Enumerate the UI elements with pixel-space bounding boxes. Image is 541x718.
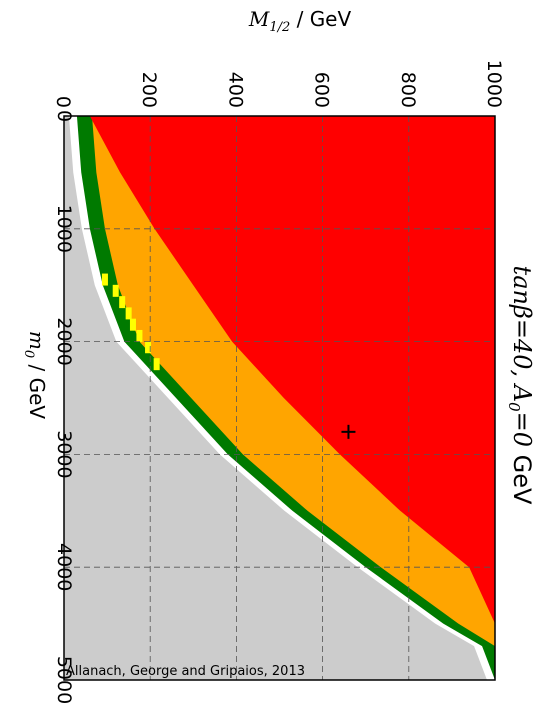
- y-axis-title: m0 / GeV: [21, 331, 49, 420]
- x-axis-unit: / GeV: [290, 7, 351, 31]
- x-axis-symbol: M: [248, 7, 270, 31]
- plot-frame: [63, 115, 496, 681]
- x-tick-label: 400: [224, 72, 246, 108]
- y-tick-label: 5000: [53, 656, 75, 704]
- title-beta: β: [508, 304, 536, 319]
- y-tick-labels: 0 1000 2000 3000 4000 5000: [53, 110, 75, 704]
- y-tick-label: 3000: [53, 430, 75, 478]
- y-axis-symbol: m: [25, 331, 49, 350]
- x-axis-title: M1/2 / GeV: [248, 7, 352, 35]
- x-tick-label: 800: [397, 72, 419, 108]
- benchmark-marker: [341, 424, 356, 439]
- title-eq1: =40,: [508, 319, 536, 385]
- yellow-point: [119, 296, 126, 309]
- yellow-point: [136, 329, 143, 342]
- title-unit: GeV: [508, 447, 536, 505]
- x-tick-label: 200: [138, 72, 160, 108]
- title-tan: tan: [508, 266, 536, 305]
- y-tick-label: 4000: [53, 543, 75, 591]
- yellow-point: [153, 358, 160, 371]
- title-A: A: [508, 383, 536, 402]
- x-tick-label: 0: [52, 96, 74, 108]
- plot-area: [64, 116, 496, 680]
- x-tick-labels: 0 200 400 600 800 1000: [52, 60, 505, 108]
- title-A-subscript: 0: [505, 402, 523, 412]
- y-axis-subscript: 0: [21, 350, 36, 358]
- y-tick-label: 1000: [53, 205, 75, 253]
- credit-text: Allanach, George and Gripaios, 2013: [66, 664, 305, 679]
- y-axis-unit: / GeV: [25, 358, 49, 419]
- gridlines: [64, 116, 495, 680]
- y-tick-label: 2000: [53, 317, 75, 365]
- y-tick-label: 0: [53, 110, 75, 122]
- title-eq2: =0: [508, 412, 536, 447]
- yellow-point: [112, 284, 119, 297]
- yellow-point: [129, 318, 136, 331]
- yellow-point: [145, 341, 152, 354]
- red-region: [89, 116, 496, 680]
- x-tick-label: 600: [311, 72, 333, 108]
- yellow-point: [125, 307, 132, 320]
- x-tick-label: 1000: [483, 60, 505, 108]
- chart-title: tanβ=40, A0=0 GeV: [505, 266, 536, 505]
- x-axis-subscript: 1/2: [269, 20, 290, 35]
- yellow-point: [101, 273, 108, 286]
